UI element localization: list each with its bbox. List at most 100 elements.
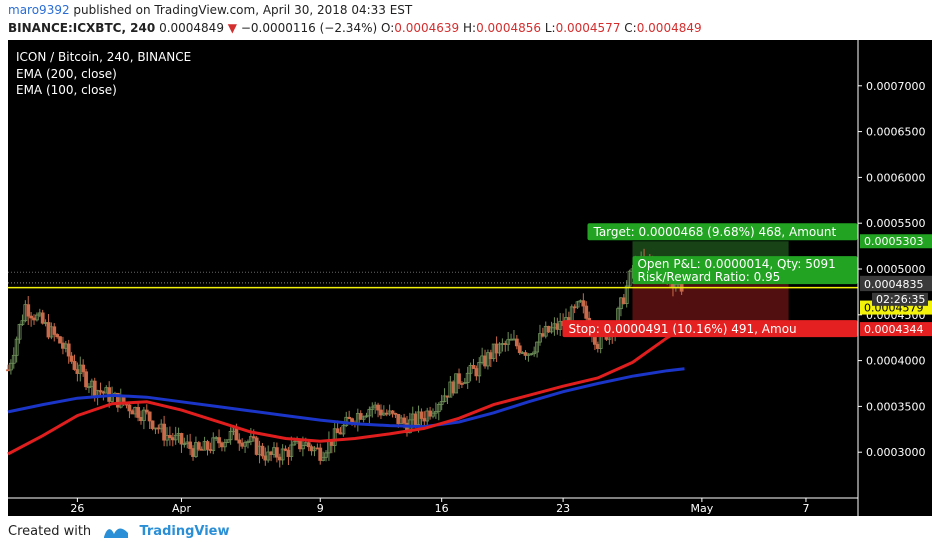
candle-body xyxy=(260,445,265,457)
candle-body xyxy=(517,345,522,354)
candle-body xyxy=(66,343,71,357)
candle-body xyxy=(8,362,13,371)
candle-body xyxy=(624,285,629,304)
candle-body xyxy=(162,423,167,441)
candle-body xyxy=(535,341,539,353)
risk-reward-label: Risk/Reward Ratio: 0.95 xyxy=(637,270,780,284)
published-text: published on TradingView.com, April 30, … xyxy=(73,3,413,17)
legend-title: ICON / Bitcoin, 240, BINANCE xyxy=(16,50,191,64)
x-tick-label: 23 xyxy=(556,502,570,515)
candle-body xyxy=(439,401,444,405)
candle-body xyxy=(471,365,476,369)
candle-body xyxy=(549,327,554,333)
x-tick-label: 9 xyxy=(317,502,324,515)
candle-body xyxy=(274,447,279,458)
price-label: 0.0004344 xyxy=(864,323,924,336)
candle-body xyxy=(81,364,86,373)
candle-body xyxy=(52,326,57,335)
candle-body xyxy=(442,395,447,402)
x-tick-label: May xyxy=(691,502,714,515)
candle-body xyxy=(593,335,597,345)
candle-body xyxy=(376,404,380,411)
username-link[interactable]: maro9392 xyxy=(8,3,70,17)
low-label: L: xyxy=(544,21,556,35)
candle-body xyxy=(393,412,398,415)
candle-body xyxy=(225,439,230,443)
footer: Created with TradingView xyxy=(8,524,230,539)
symbol-label: BINANCE:ICXBTC, 240 xyxy=(8,21,156,35)
candle-body xyxy=(419,411,424,419)
candle-body xyxy=(462,382,467,385)
candle-body xyxy=(168,435,172,439)
candle-body xyxy=(341,425,346,435)
tradingview-logo-icon xyxy=(104,528,129,538)
y-tick-label: 0.0006500 xyxy=(866,126,926,139)
candle-body xyxy=(581,300,586,307)
candle-body xyxy=(251,436,256,439)
candle-body xyxy=(205,441,210,450)
high-value: 0.0004856 xyxy=(476,21,541,35)
candle-body xyxy=(20,320,25,325)
y-tick-label: 0.0004000 xyxy=(866,355,926,368)
candle-body xyxy=(55,334,60,338)
open-label: O: xyxy=(381,21,395,35)
candle-body xyxy=(321,456,326,461)
candle-body xyxy=(136,407,141,418)
candle-body xyxy=(211,437,216,451)
created-with-label: Created with xyxy=(8,524,92,539)
close-label: C: xyxy=(624,21,637,35)
candle-body xyxy=(457,373,461,384)
open-value: 0.0004639 xyxy=(394,21,460,35)
candle-body xyxy=(379,409,383,416)
candle-body xyxy=(246,441,250,444)
last-price: 0.0004849 xyxy=(159,21,224,35)
price-label-box xyxy=(860,322,932,337)
candle-body xyxy=(228,431,233,441)
price-label-box xyxy=(860,234,932,249)
candle-body xyxy=(532,351,537,355)
price-label-box xyxy=(860,277,932,292)
x-tick-label: 26 xyxy=(70,502,84,515)
price-label: 0.0004835 xyxy=(864,278,924,291)
candle-body xyxy=(402,417,406,424)
candle-body xyxy=(477,362,482,377)
y-tick-label: 0.0005000 xyxy=(866,263,926,276)
y-tick-label: 0.0003000 xyxy=(866,446,926,459)
candle-body xyxy=(486,352,490,367)
candle-body xyxy=(538,333,542,343)
candle-body xyxy=(14,338,19,356)
candle-body xyxy=(243,442,247,447)
candle-body xyxy=(26,304,31,317)
candle-body xyxy=(141,409,146,422)
candle-body xyxy=(266,451,271,461)
candle-body xyxy=(465,372,470,383)
x-tick-label: Apr xyxy=(172,502,192,515)
candle-body xyxy=(84,371,88,388)
candle-body xyxy=(575,301,580,308)
countdown-timer: 02:26:35 xyxy=(876,293,925,306)
target-label: Target: 0.0000468 (9.68%) 468, Amount xyxy=(592,225,836,239)
close-value: 0.0004849 xyxy=(636,21,702,35)
open-pl-box xyxy=(632,256,858,285)
high-label: H: xyxy=(463,21,477,35)
ema200-line xyxy=(7,367,685,429)
candle-body xyxy=(627,270,632,287)
candle-body xyxy=(431,412,435,417)
candle-body xyxy=(358,413,363,420)
candle-body xyxy=(144,409,149,413)
candle-body xyxy=(497,343,502,354)
candle-body xyxy=(188,441,193,449)
candle-body xyxy=(332,428,337,446)
candle-body xyxy=(222,442,227,448)
price-chart[interactable]: Target: 0.0000468 (9.68%) 468, Amount Ope… xyxy=(0,40,932,520)
candle-body xyxy=(468,365,473,374)
candle-body xyxy=(217,437,221,444)
legend-ema200: EMA (200, close) xyxy=(16,67,117,81)
tradingview-brand-link[interactable]: TradingView xyxy=(139,524,230,539)
down-arrow-icon: ▼ xyxy=(227,21,238,35)
stop-label: Stop: 0.0000491 (10.16%) 491, Amou xyxy=(568,322,796,336)
price-change: −0.0000116 (−2.34%) xyxy=(240,21,378,35)
candle-body xyxy=(11,354,16,364)
candle-body xyxy=(283,448,288,451)
legend-ema100: EMA (100, close) xyxy=(16,83,117,97)
